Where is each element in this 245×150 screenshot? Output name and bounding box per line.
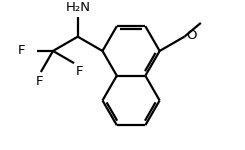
Text: F: F — [18, 44, 25, 57]
Text: F: F — [36, 75, 43, 88]
Text: O: O — [187, 29, 197, 42]
Text: F: F — [75, 64, 83, 78]
Text: H₂N: H₂N — [65, 1, 90, 14]
